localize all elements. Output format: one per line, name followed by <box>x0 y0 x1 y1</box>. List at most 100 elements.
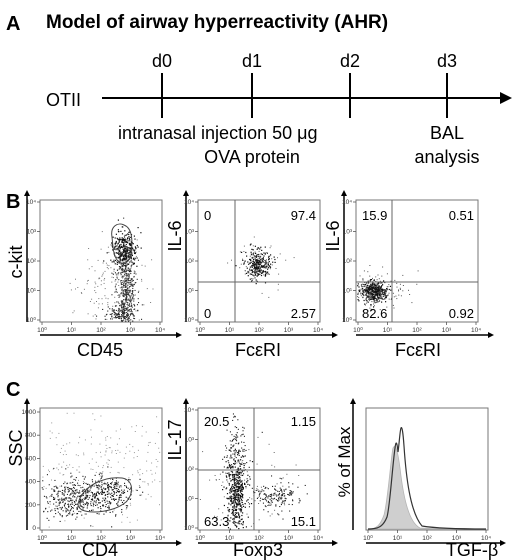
event-dot <box>236 481 238 483</box>
event-dot <box>229 489 231 491</box>
event-dot <box>122 315 124 317</box>
plot-b1-y-arrow <box>24 190 30 196</box>
event-dot <box>118 240 120 242</box>
event-dot <box>129 249 131 251</box>
event-dot <box>284 504 286 506</box>
event-dot <box>92 499 94 501</box>
event-dot <box>362 296 364 298</box>
y-tick-label: 10¹ <box>343 288 353 295</box>
event-dot <box>61 493 63 495</box>
event-dot <box>125 317 127 319</box>
event-dot <box>130 498 132 499</box>
event-dot <box>125 258 127 260</box>
event-dot <box>287 493 289 495</box>
event-dot <box>133 300 135 302</box>
event-dot <box>304 484 306 486</box>
event-dot <box>114 487 116 488</box>
event-dot <box>241 447 243 449</box>
event-dot <box>101 487 102 489</box>
event-dot <box>129 269 131 271</box>
event-dot <box>112 273 114 275</box>
event-dot <box>233 494 235 496</box>
event-dot <box>238 498 240 500</box>
event-dot <box>261 266 264 268</box>
event-dot <box>107 506 109 508</box>
event-dot <box>102 504 104 506</box>
event-dot <box>268 267 270 269</box>
event-dot <box>384 298 386 300</box>
event-dot <box>125 298 127 300</box>
event-dot <box>268 504 270 506</box>
event-dot <box>367 290 370 293</box>
event-dot <box>108 488 110 490</box>
event-dot <box>83 452 85 454</box>
event-dot <box>393 296 395 298</box>
event-dot <box>130 290 132 292</box>
event-dot <box>64 486 66 488</box>
event-dot <box>83 505 85 507</box>
event-dot <box>228 520 230 522</box>
event-dot <box>126 250 128 253</box>
event-dot <box>125 294 127 296</box>
event-dot <box>118 307 120 309</box>
event-dot <box>131 242 133 244</box>
event-dot <box>67 488 69 490</box>
event-dot <box>121 241 123 243</box>
event-dot <box>120 269 122 271</box>
event-dot <box>378 296 380 298</box>
event-dot <box>373 283 375 285</box>
event-dot <box>90 503 92 505</box>
event-dot <box>226 456 228 458</box>
event-dot <box>129 521 131 523</box>
event-dot <box>225 445 227 447</box>
event-dot <box>233 476 235 478</box>
event-dot <box>121 290 123 292</box>
event-dot <box>79 490 81 492</box>
event-dot <box>141 278 143 280</box>
event-dot <box>253 236 255 238</box>
event-dot <box>255 279 257 281</box>
event-dot <box>126 299 128 301</box>
event-dot <box>98 502 100 504</box>
event-dot <box>125 314 127 316</box>
x-tick-label: 10³ <box>126 535 136 542</box>
event-dot <box>280 502 282 504</box>
event-dot <box>151 473 153 475</box>
event-dot <box>120 230 122 232</box>
event-dot <box>227 481 229 483</box>
event-dot <box>235 522 237 524</box>
event-dot <box>240 486 242 488</box>
event-dot <box>131 295 133 297</box>
event-dot <box>116 276 118 278</box>
event-dot <box>113 499 115 501</box>
event-dot <box>119 244 121 246</box>
event-dot <box>230 444 232 446</box>
event-dot <box>72 507 74 509</box>
event-dot <box>116 278 118 280</box>
event-dot <box>125 234 128 236</box>
event-dot <box>124 291 126 293</box>
event-dot <box>138 290 140 292</box>
event-dot <box>229 528 231 530</box>
panel-b: B c-kit CD45 10⁰ 10¹ 10² 10³ 10⁴ 10⁰10¹10²10… <box>6 190 494 360</box>
event-dot <box>109 501 111 503</box>
event-dot <box>75 454 77 456</box>
event-dot <box>60 508 62 510</box>
event-dot <box>377 274 379 276</box>
event-dot <box>127 267 129 269</box>
event-dot <box>254 255 256 257</box>
event-dot <box>82 503 84 505</box>
event-dot <box>239 503 241 505</box>
event-dot <box>366 286 368 288</box>
event-dot <box>233 478 235 480</box>
event-dot <box>97 497 99 499</box>
event-dot <box>114 296 116 298</box>
event-dot <box>235 525 237 527</box>
event-dot <box>90 443 92 445</box>
event-dot <box>288 482 290 484</box>
event-dot <box>366 296 368 298</box>
event-dot <box>119 287 121 289</box>
event-dot <box>239 465 241 467</box>
event-dot <box>57 511 59 513</box>
event-dot <box>129 305 131 307</box>
